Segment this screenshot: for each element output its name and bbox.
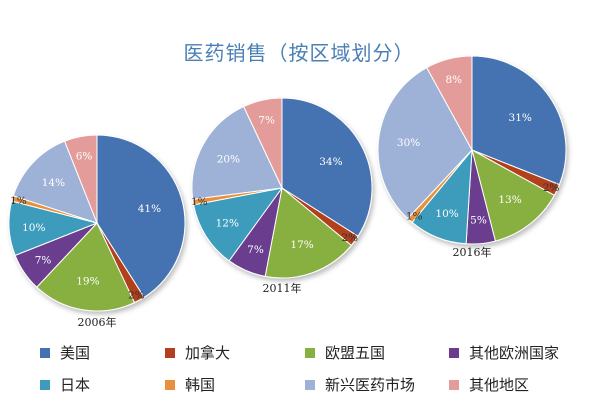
legend-item: 新兴医药市场 [305, 376, 415, 394]
data-label: 12% [216, 218, 239, 230]
year-label: 2011年 [263, 281, 302, 295]
pie-slice [264, 187, 353, 279]
data-label: 6% [76, 151, 93, 163]
legend-label: 韩国 [185, 376, 215, 394]
legend-swatch [40, 380, 50, 390]
data-label: 30% [397, 137, 420, 149]
pie-1 [8, 134, 186, 312]
data-label: 13% [498, 194, 521, 206]
data-label: 20% [217, 154, 240, 166]
pie-slice [191, 105, 283, 200]
legend-label: 其他地区 [469, 376, 529, 394]
legend-item: 美国 [40, 344, 90, 362]
year-label: 2016年 [453, 245, 492, 259]
data-label: 7% [247, 244, 264, 256]
data-label: 10% [435, 208, 458, 220]
data-label: 41% [138, 203, 161, 215]
pie-slice [471, 55, 567, 186]
pie-slice [36, 222, 136, 312]
legend-label: 美国 [60, 344, 90, 362]
data-label: 2% [341, 232, 358, 244]
data-label: 34% [319, 156, 342, 168]
data-label: 2% [543, 182, 560, 194]
legend-item: 加拿大 [165, 344, 230, 362]
pie-slice [63, 134, 98, 224]
pie-slice [426, 55, 473, 151]
pie-slice [12, 140, 98, 224]
legend-item: 日本 [40, 376, 90, 394]
data-label: 7% [258, 115, 275, 127]
data-label: 1% [191, 196, 208, 208]
data-label: 10% [22, 222, 45, 234]
data-label: 5% [470, 214, 487, 226]
legend-swatch [165, 348, 175, 358]
legend-label: 加拿大 [185, 344, 230, 362]
data-label: 7% [35, 255, 52, 267]
legend-swatch [305, 348, 315, 358]
legend-swatch [305, 380, 315, 390]
pie-slice [471, 149, 556, 242]
legend-item: 韩国 [165, 376, 215, 394]
pie-3 [377, 55, 567, 245]
legend-item: 其他地区 [449, 376, 529, 394]
legend-item: 欧盟五国 [305, 344, 385, 362]
data-label: 1% [406, 211, 423, 223]
data-label: 17% [290, 239, 313, 251]
chart-title: 医药销售（按区域划分） [184, 41, 415, 65]
data-label: 8% [445, 74, 462, 86]
data-label: 31% [509, 112, 532, 124]
pie-slice [243, 97, 283, 189]
pie-slice [193, 187, 284, 262]
data-label: 1% [10, 195, 27, 207]
year-label: 2006年 [78, 315, 117, 329]
data-label: 19% [76, 275, 99, 287]
legend-swatch [449, 348, 459, 358]
legend-label: 新兴医药市场 [325, 376, 415, 394]
data-label: 14% [42, 177, 65, 189]
legend-label: 日本 [60, 376, 90, 394]
pie-slice [377, 66, 473, 220]
pies-group: 41% 2% 19% 7% 10% 1% 14% 6% 2006年 34% 2% 17% 7% 12% 1%… [8, 55, 567, 329]
legend-swatch [40, 348, 50, 358]
legend-swatch [449, 380, 459, 390]
pie-2 [191, 97, 373, 279]
legend-swatch [165, 380, 175, 390]
pie-slice [281, 97, 373, 237]
data-label: 2% [128, 290, 145, 302]
legend-label: 其他欧洲国家 [469, 344, 559, 362]
legend-label: 欧盟五国 [325, 344, 385, 362]
legend-item: 其他欧洲国家 [449, 344, 559, 362]
